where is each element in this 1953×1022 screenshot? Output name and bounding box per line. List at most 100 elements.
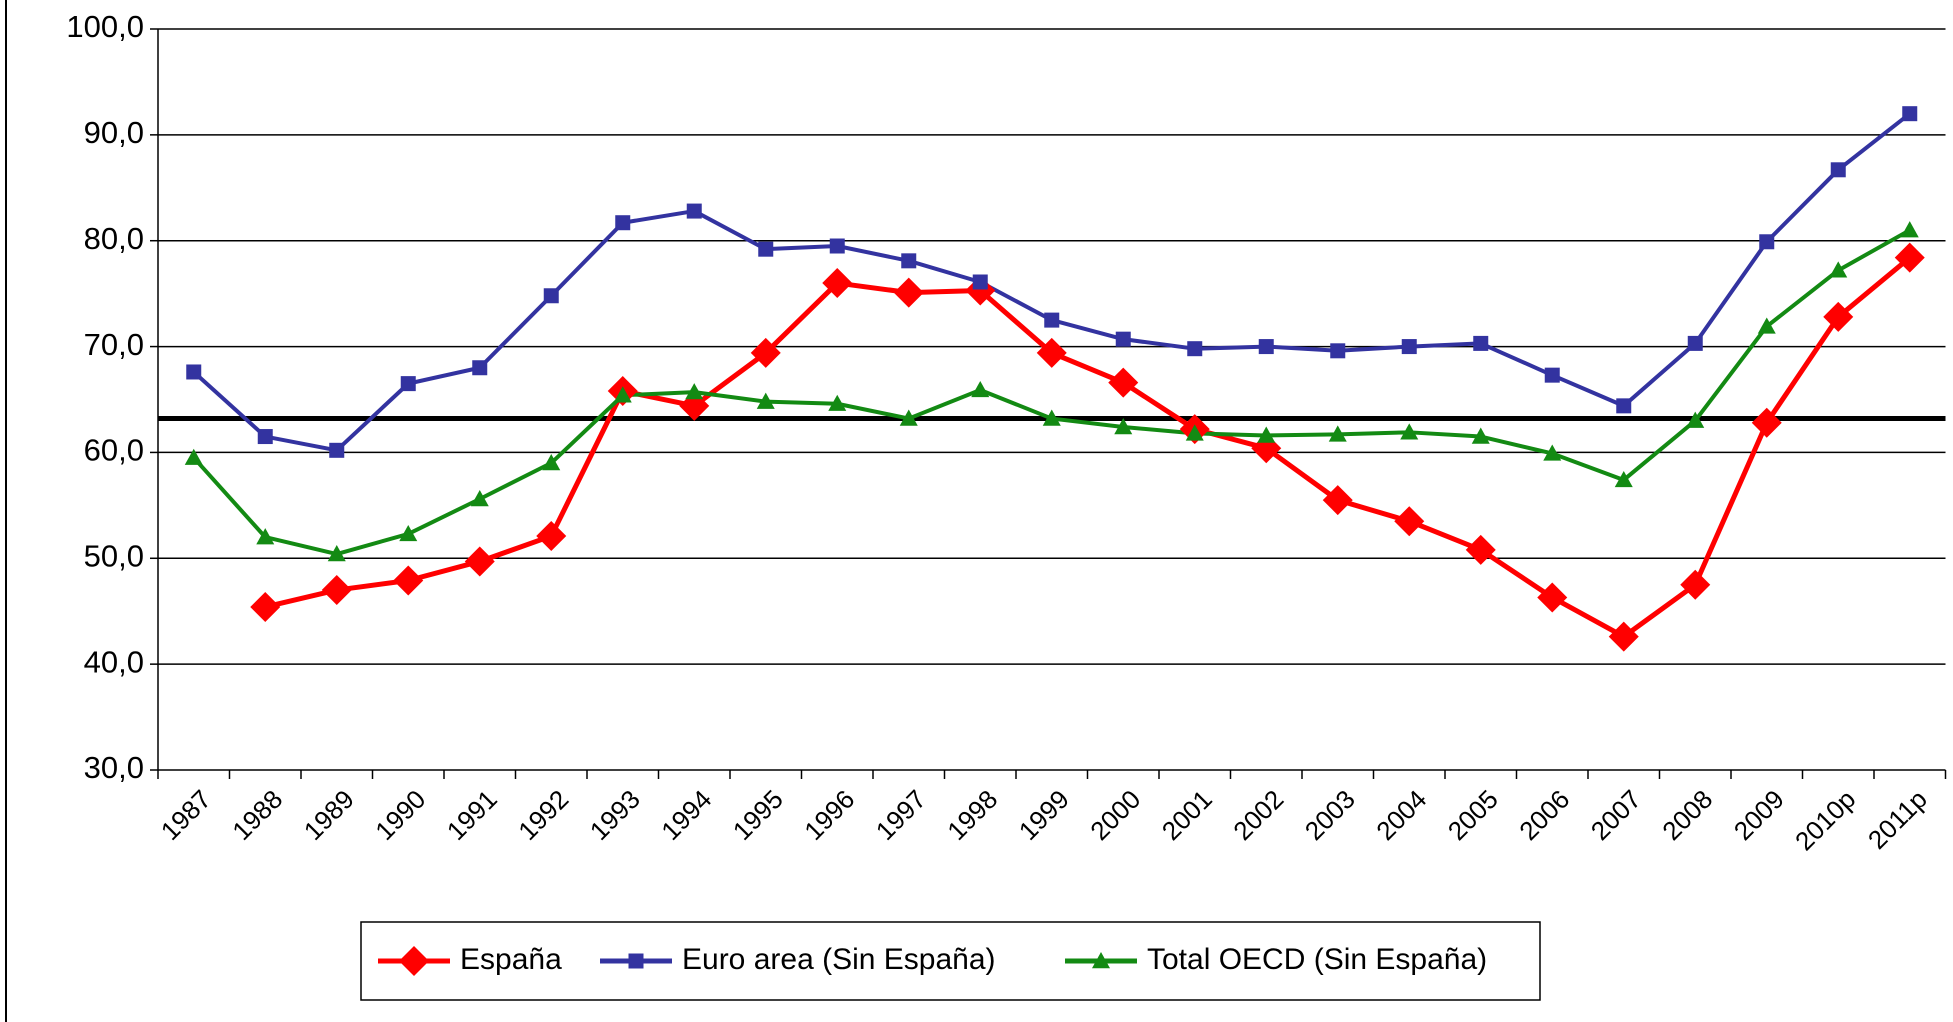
y-tick-label: 80,0: [84, 221, 144, 256]
x-tick-label: 2007: [1585, 784, 1647, 846]
marker: [1751, 407, 1782, 438]
marker: [399, 524, 418, 542]
y-tick-label: 50,0: [84, 538, 144, 573]
marker: [186, 364, 202, 380]
marker: [250, 591, 281, 622]
legend-label: Euro area (Sin España): [682, 943, 996, 976]
marker: [686, 203, 702, 219]
marker: [1900, 221, 1919, 238]
marker: [327, 545, 346, 562]
marker: [1185, 424, 1204, 441]
marker: [758, 241, 774, 257]
y-tick-label: 30,0: [84, 750, 144, 785]
marker: [1614, 470, 1633, 488]
x-tick-label: 2004: [1370, 784, 1432, 846]
legend-label: España: [460, 943, 562, 976]
marker: [1680, 569, 1711, 600]
x-tick-label: 1998: [941, 784, 1003, 846]
y-tick-label: 40,0: [84, 644, 144, 679]
marker: [470, 490, 489, 507]
x-tick-label: 1988: [226, 784, 288, 846]
marker: [1902, 106, 1918, 122]
marker: [822, 268, 853, 299]
marker: [1830, 162, 1846, 178]
marker: [1401, 339, 1417, 355]
marker: [613, 386, 632, 403]
marker: [1036, 337, 1067, 368]
marker: [472, 360, 488, 376]
marker: [1686, 411, 1705, 428]
legend-box: [360, 921, 1541, 1001]
legend-item: España: [378, 943, 562, 976]
x-tick-label: 1989: [298, 784, 360, 846]
marker: [329, 442, 345, 458]
x-tick-label: 1987: [155, 784, 217, 846]
marker: [828, 394, 847, 411]
y-tick-label: 90,0: [84, 115, 144, 150]
marker: [1473, 335, 1489, 351]
marker: [1616, 398, 1632, 414]
x-tick-label: 2002: [1227, 784, 1289, 846]
x-tick-label: 1993: [584, 784, 646, 846]
marker: [1330, 343, 1346, 359]
marker: [1829, 261, 1848, 278]
x-tick-label: 1991: [441, 784, 503, 846]
x-tick-label: 2010p: [1789, 784, 1861, 856]
x-tick-label: 1999: [1013, 784, 1075, 846]
marker: [685, 383, 704, 400]
marker: [1465, 534, 1496, 565]
series-line: [192, 228, 1911, 557]
legend-item: Total OECD (Sin España): [1065, 943, 1487, 976]
marker: [893, 277, 924, 308]
legend-label: Total OECD (Sin España): [1147, 943, 1487, 976]
x-tick-label: 2005: [1442, 784, 1504, 846]
marker: [256, 528, 275, 545]
x-tick-label: 2009: [1728, 784, 1790, 846]
x-tick-label: 1997: [870, 784, 932, 846]
marker: [1044, 312, 1060, 328]
marker: [971, 380, 990, 398]
marker: [257, 429, 273, 445]
marker: [1328, 425, 1347, 442]
marker: [1042, 409, 1061, 426]
x-tick-label: 2001: [1156, 784, 1218, 846]
marker: [542, 454, 561, 471]
x-tick-label: 2008: [1656, 784, 1718, 846]
x-tick-label: 1990: [369, 784, 431, 846]
x-tick-label: 2000: [1084, 784, 1146, 846]
marker: [400, 376, 416, 392]
marker: [536, 521, 567, 552]
marker: [1759, 234, 1775, 250]
x-tick-label: 2003: [1299, 784, 1361, 846]
x-tick-label: 1994: [655, 784, 717, 846]
marker: [543, 288, 559, 304]
marker: [901, 253, 917, 269]
marker: [756, 392, 775, 409]
x-tick-label: 1995: [727, 784, 789, 846]
marker: [628, 953, 644, 969]
marker: [899, 409, 918, 426]
x-tick-label: 2011p: [1862, 784, 1933, 855]
marker: [464, 546, 495, 577]
series-line: [264, 255, 1912, 640]
marker: [1823, 301, 1854, 332]
marker: [1394, 506, 1425, 537]
marker: [1258, 339, 1274, 355]
x-tick-label: 1996: [798, 784, 860, 846]
marker: [1322, 485, 1353, 516]
marker: [1894, 242, 1925, 273]
marker: [1471, 427, 1490, 444]
marker: [1092, 952, 1110, 969]
marker: [1187, 341, 1203, 357]
legend-item: Euro area (Sin España): [600, 943, 996, 976]
marker: [1543, 444, 1562, 461]
y-tick-label: 70,0: [84, 327, 144, 362]
marker: [615, 215, 631, 231]
marker: [1257, 426, 1276, 443]
marker: [1400, 423, 1419, 440]
marker: [399, 946, 429, 976]
marker: [321, 575, 352, 606]
marker: [1537, 582, 1568, 613]
marker: [393, 565, 424, 596]
